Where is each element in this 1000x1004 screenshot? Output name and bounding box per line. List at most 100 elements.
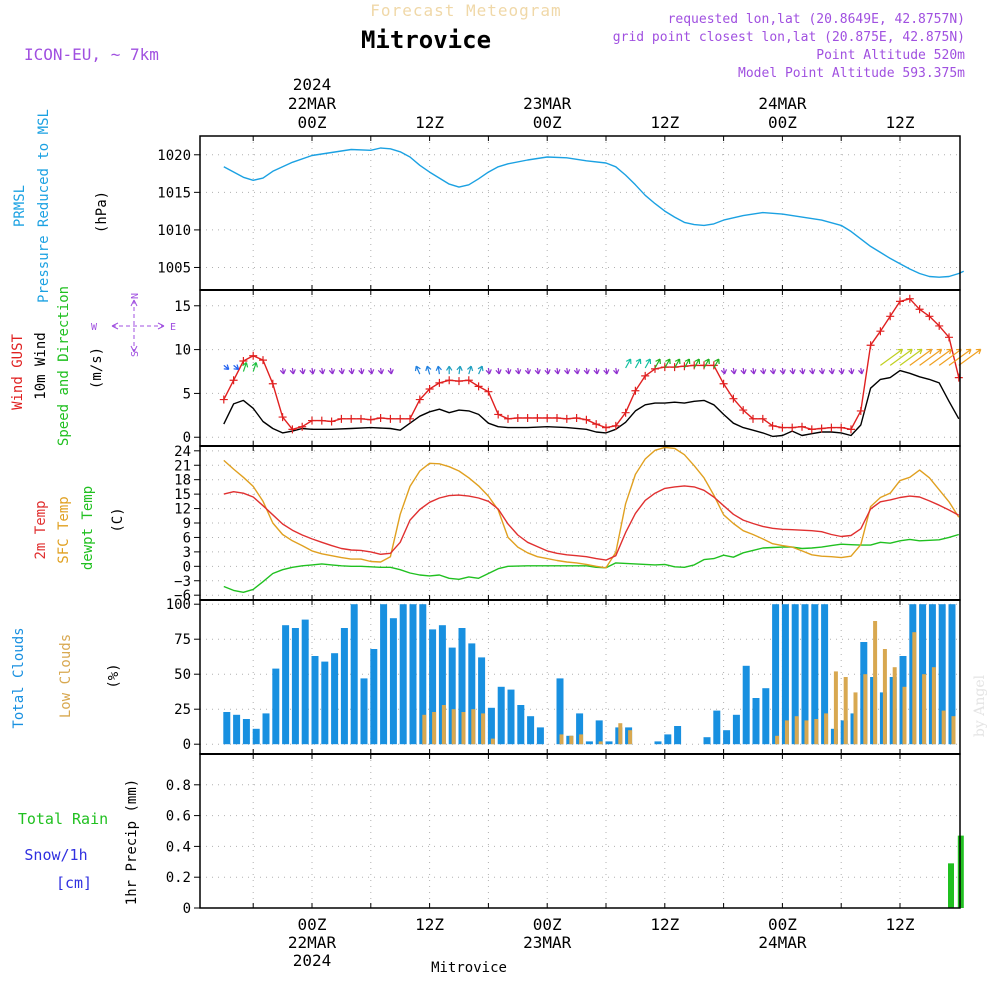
time-label-top: 00Z <box>533 113 562 132</box>
label-wind-gust: Wind GUST <box>10 334 26 410</box>
label-prmsl: PRMSL <box>12 185 28 227</box>
y-tick-label: 0 <box>183 901 191 917</box>
wind-arrow <box>233 364 240 370</box>
y-tick-label: 1010 <box>157 223 191 239</box>
low-cloud-bar <box>481 713 486 745</box>
gust-marker <box>396 414 405 423</box>
gust-marker <box>935 321 944 330</box>
wind-arrow <box>899 348 923 366</box>
wind-arrow <box>564 367 571 375</box>
time-label-bottom: 00Z <box>298 915 327 934</box>
wind-arrow <box>838 367 845 375</box>
gust-marker <box>876 327 885 336</box>
gust-marker <box>631 386 640 395</box>
label-2m-temp: 2m Temp <box>33 500 49 559</box>
y-tick-label: 75 <box>174 632 191 648</box>
wind-arrow <box>348 367 355 375</box>
low-cloud-bar <box>794 716 799 745</box>
gust-marker <box>425 385 434 394</box>
wind-arrow <box>703 358 710 369</box>
gust-marker <box>778 423 787 432</box>
label-cm: [cm] <box>56 874 92 892</box>
time-label-top: 24MAR <box>758 94 807 113</box>
gust-marker <box>954 373 963 382</box>
wind-arrow <box>958 348 982 366</box>
gust-marker <box>739 406 748 415</box>
y-tick-label: 1020 <box>157 148 191 164</box>
gust-marker <box>592 420 601 429</box>
wind-arrow <box>534 367 541 375</box>
low-cloud-bar <box>775 735 780 745</box>
label-snow: Snow/1h <box>24 846 87 864</box>
gust-marker <box>376 413 385 422</box>
total-cloud-bar <box>772 604 780 745</box>
panel-frame <box>199 289 961 447</box>
total-cloud-bar <box>713 710 721 745</box>
gust-marker <box>464 376 473 385</box>
label-sfc-temp: SFC Temp <box>56 496 72 563</box>
total-cloud-bar <box>380 604 388 745</box>
gust-marker <box>268 379 277 388</box>
label-speed-direction: Speed and Direction <box>56 286 72 446</box>
gust-marker <box>651 364 659 373</box>
gust-marker <box>905 294 914 303</box>
total-cloud-bar <box>468 643 476 745</box>
total-cloud-bar <box>595 720 603 745</box>
wind-arrow <box>720 367 728 375</box>
low-cloud-bar <box>422 714 427 745</box>
y-tick-label: 0 <box>183 559 191 575</box>
compass-east: E <box>170 322 176 333</box>
total-cloud-bar <box>360 678 368 745</box>
time-label-bottom: 00Z <box>768 915 797 934</box>
gust-marker <box>788 423 797 432</box>
gust-marker <box>513 413 522 422</box>
wind-gust-line <box>223 298 960 430</box>
gust-marker <box>406 414 414 423</box>
gust-marker <box>455 377 463 386</box>
wind-arrow <box>515 367 522 375</box>
wind-arrow <box>338 367 345 375</box>
gust-marker <box>915 305 924 314</box>
wind-arrow <box>634 358 642 369</box>
time-label-bottom: 12Z <box>650 915 679 934</box>
gust-marker <box>484 387 493 396</box>
total-cloud-bar <box>458 628 466 745</box>
gust-marker <box>837 423 846 432</box>
low-cloud-bar <box>824 713 829 745</box>
wind-arrow <box>289 367 296 375</box>
gust-marker <box>327 417 336 426</box>
gust-marker <box>709 361 718 370</box>
low-cloud-bar <box>853 692 858 745</box>
gust-marker <box>866 341 875 350</box>
gust-marker <box>847 425 855 434</box>
gust-marker <box>768 421 777 430</box>
total-cloud-bar <box>233 714 241 745</box>
wind-arrow <box>445 365 453 375</box>
gust-marker <box>347 414 356 423</box>
total-cloud-bar <box>556 678 564 745</box>
y-tick-label: 0.2 <box>166 870 191 886</box>
total-cloud-bar <box>223 712 231 745</box>
faded-title: Forecast Meteogram <box>370 1 561 20</box>
y-tick-label: 15 <box>174 299 191 315</box>
y-tick-label: 0.6 <box>166 809 191 825</box>
gust-marker <box>582 415 591 424</box>
wind-speed-line <box>223 369 960 438</box>
total-cloud-bar <box>350 604 358 745</box>
y-tick-label: 0 <box>183 430 191 446</box>
wind-arrow <box>858 367 865 375</box>
wind-arrow <box>358 367 365 375</box>
total-cloud-bar <box>585 741 593 745</box>
y-tick-label: −3 <box>174 574 191 590</box>
low-cloud-bar <box>598 741 603 745</box>
chart-area: 1005101010151020051015−6−303691215182124… <box>157 75 982 970</box>
total-cloud-bar <box>821 604 829 745</box>
gust-marker <box>435 378 444 387</box>
wind-arrow <box>456 365 463 375</box>
total-cloud-bar <box>703 737 711 745</box>
label-dewpt-temp: dewpt Temp <box>80 486 96 570</box>
low-cloud-bar <box>902 686 907 745</box>
total-cloud-bar <box>811 604 819 745</box>
wind-arrow <box>414 365 421 375</box>
